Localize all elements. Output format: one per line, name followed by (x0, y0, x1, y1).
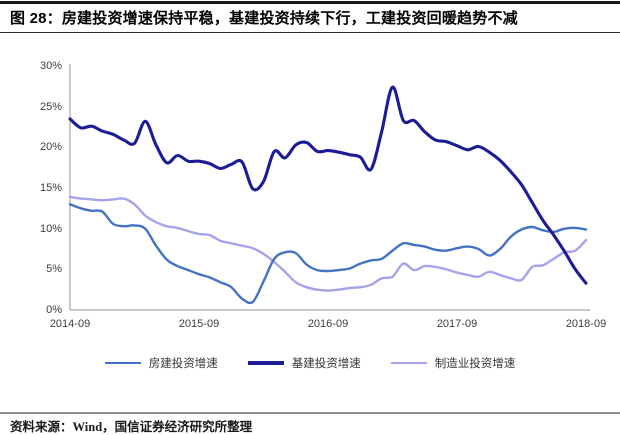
legend-label: 基建投资增速 (291, 358, 361, 370)
legend-item: 制造业投资增速 (390, 355, 516, 371)
x-tick-label: 2016-09 (307, 318, 349, 330)
x-tick-label: 2014-09 (49, 318, 91, 330)
legend-line-swatch (104, 361, 141, 365)
figure-title: 图 28：房建投资增速保持平稳，基建投资持续下行，工建投资回暖趋势不减 (10, 10, 518, 27)
legend-line-swatch (247, 361, 284, 365)
series-line-1 (68, 85, 588, 285)
x-tick-label: 2015-09 (178, 318, 220, 330)
legend-item: 基建投资增速 (247, 355, 361, 371)
x-tick-label: 2018-09 (565, 318, 607, 330)
series-line-0 (68, 203, 588, 305)
y-tick-label: 10% (39, 222, 62, 235)
y-tick-label: 20% (39, 141, 62, 154)
y-tick-label: 25% (39, 100, 62, 113)
title-bottom-rule (0, 32, 620, 34)
y-tick-label: 15% (39, 182, 62, 194)
y-tick-label: 30% (39, 60, 62, 72)
title-top-rule (0, 1, 620, 4)
legend-label: 制造业投资增速 (434, 358, 516, 370)
legend: 房建投资增速 基建投资增速 制造业投资增速 (0, 355, 620, 371)
legend-label: 房建投资增速 (148, 358, 218, 370)
legend-item: 房建投资增速 (104, 355, 218, 371)
footer-rule (0, 412, 620, 414)
legend-line-swatch (390, 361, 427, 365)
y-tick-label: 0% (46, 304, 62, 316)
source-note: 资料来源：Wind，国信证券经济研究所整理 (10, 420, 253, 434)
x-tick-label: 2017-09 (436, 318, 478, 330)
chart-series-group (68, 85, 588, 305)
y-tick-label: 5% (46, 263, 62, 276)
series-line-2 (68, 195, 588, 292)
